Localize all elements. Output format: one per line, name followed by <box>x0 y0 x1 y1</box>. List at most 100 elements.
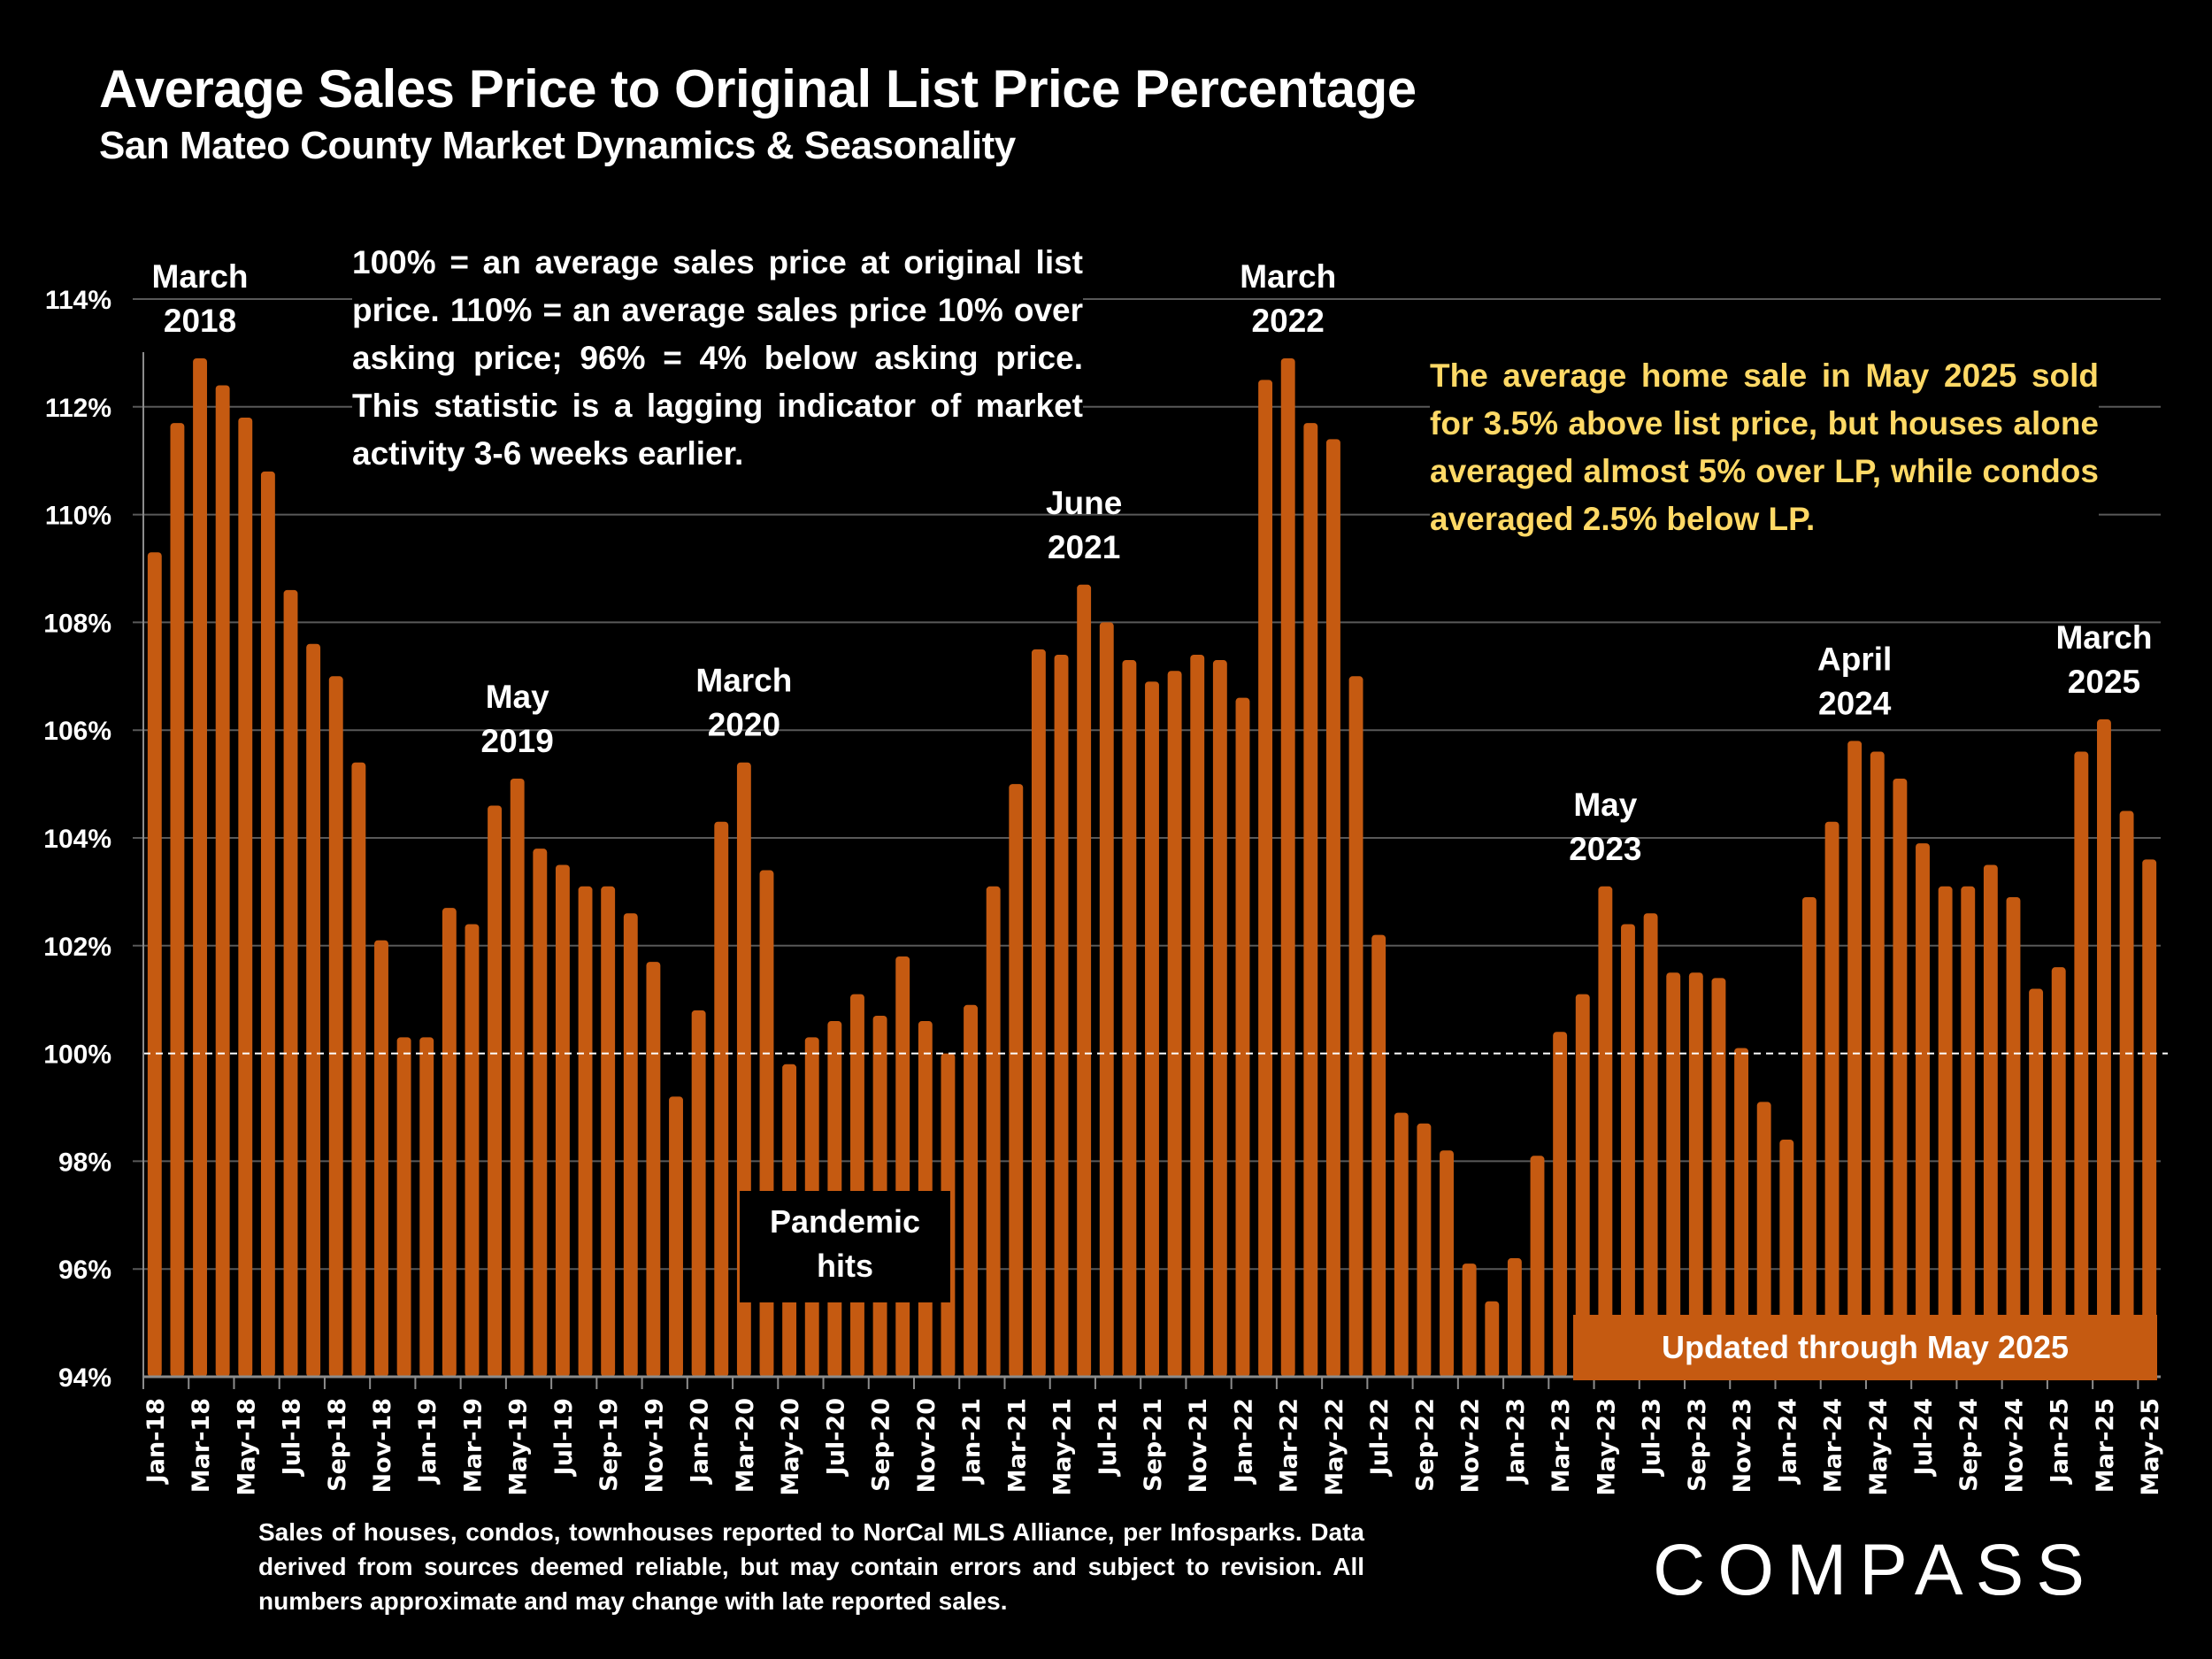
annotation-text: 2018 <box>164 303 236 339</box>
annotation-Mar-20: March 2020 <box>695 663 792 743</box>
x-tick-label: Nov-20 <box>913 1398 941 1494</box>
bar-Jul-23 <box>1643 913 1658 1377</box>
bar-Jan-21 <box>964 1004 978 1377</box>
annotation-text: May <box>486 679 549 715</box>
annotation-text: 2019 <box>481 723 554 759</box>
bar-Feb-24 <box>1801 896 1816 1377</box>
x-axis-ticks: Jan-18 Mar-18 May-18 Jul-18 Sep-18 Nov-18 Jan-… <box>142 1377 2164 1496</box>
annotation-Jun-21: June 2021 <box>1046 485 1122 565</box>
bar-May-23 <box>1598 886 1613 1377</box>
annotation-May-23: May 2023 <box>1569 787 1641 867</box>
bar-Apr-25 <box>2119 810 2134 1377</box>
bar-Apr-21 <box>1031 649 1046 1377</box>
bar-Jan-18 <box>147 552 162 1377</box>
x-tick-label: Jan-18 <box>142 1398 170 1485</box>
annotation-Mar-18: March 2018 <box>152 258 249 339</box>
bar-Aug-23 <box>1666 972 1681 1377</box>
bar-Jan-23 <box>1507 1258 1522 1377</box>
bar-Jun-24 <box>1893 779 1908 1377</box>
bars <box>147 357 2157 1378</box>
bar-Apr-24 <box>1847 741 1863 1377</box>
x-tick-label: Sep-20 <box>868 1398 895 1492</box>
bar-Jan-20 <box>691 1010 706 1377</box>
annotation-text: March <box>1240 258 1336 295</box>
x-tick-label: May-24 <box>1865 1398 1893 1496</box>
annotation-text: 2021 <box>1048 529 1120 565</box>
annotation-text: 2020 <box>708 707 780 743</box>
bar-Oct-24 <box>1983 864 1998 1377</box>
y-tick-label: 108% <box>43 609 111 638</box>
bar-Apr-22 <box>1303 423 1318 1377</box>
x-tick-label: Nov-18 <box>369 1398 396 1494</box>
bar-Sep-19 <box>601 886 616 1377</box>
x-tick-label: Jul-22 <box>1366 1398 1394 1477</box>
x-tick-label: Mar-25 <box>2092 1398 2119 1493</box>
bar-Jul-19 <box>555 864 570 1377</box>
bar-Jun-18 <box>260 471 275 1377</box>
x-tick-label: May-21 <box>1049 1398 1077 1496</box>
annotation-text: March <box>152 258 249 295</box>
bar-Feb-25 <box>2074 751 2089 1377</box>
pandemic-label: Pandemic hits <box>740 1191 950 1302</box>
x-tick-label: May-20 <box>777 1398 804 1496</box>
bar-Feb-23 <box>1530 1156 1545 1377</box>
x-tick-label: Sep-23 <box>1684 1398 1711 1492</box>
annotation-Mar-22: March 2022 <box>1240 258 1336 339</box>
x-tick-label: May-23 <box>1593 1398 1620 1496</box>
x-tick-label: Mar-24 <box>1820 1398 1847 1493</box>
x-tick-label: Jul-18 <box>279 1398 306 1477</box>
x-tick-label: Jan-19 <box>414 1398 442 1485</box>
bar-Feb-18 <box>170 423 185 1377</box>
bar-Oct-18 <box>351 762 366 1377</box>
x-tick-label: Jul-24 <box>1910 1398 1938 1477</box>
bar-Nov-22 <box>1462 1263 1477 1377</box>
x-tick-label: Sep-24 <box>1955 1398 1983 1492</box>
x-tick-label: Jan-24 <box>1774 1398 1801 1485</box>
bar-Oct-20 <box>895 956 910 1377</box>
bar-Aug-20 <box>850 994 864 1377</box>
x-tick-label: May-22 <box>1321 1398 1348 1496</box>
x-tick-label: Mar-23 <box>1548 1398 1575 1493</box>
bar-Apr-18 <box>215 385 230 1378</box>
x-tick-label: Nov-21 <box>1185 1398 1212 1494</box>
chart-title: Average Sales Price to Original List Pri… <box>99 59 1417 119</box>
bar-Aug-18 <box>306 643 321 1377</box>
bar-Jun-22 <box>1348 676 1363 1377</box>
bar-Nov-24 <box>2006 896 2021 1377</box>
bar-Feb-21 <box>986 886 1001 1377</box>
bar-Oct-22 <box>1440 1150 1454 1377</box>
x-tick-label: Mar-22 <box>1276 1398 1303 1493</box>
bar-May-18 <box>238 417 253 1378</box>
x-tick-label: Sep-18 <box>324 1398 351 1492</box>
x-tick-label: Sep-19 <box>595 1398 623 1492</box>
bar-Apr-19 <box>488 805 503 1377</box>
bar-Mar-22 <box>1280 357 1295 1377</box>
annotation-text: May <box>1573 787 1637 823</box>
bar-Dec-22 <box>1485 1301 1500 1377</box>
x-tick-label: Jan-21 <box>958 1398 986 1485</box>
bar-Jul-24 <box>1916 843 1930 1377</box>
bar-Dec-24 <box>2029 988 2044 1377</box>
x-tick-label: Jul-19 <box>550 1398 578 1477</box>
x-tick-label: Mar-18 <box>188 1398 215 1493</box>
bar-Sep-22 <box>1417 1123 1432 1377</box>
definition-note: 100% = an average sales price at origina… <box>352 239 1083 478</box>
bar-Nov-23 <box>1734 1048 1749 1377</box>
x-tick-label: Jan-20 <box>687 1398 714 1485</box>
x-tick-label: Nov-23 <box>1729 1398 1756 1494</box>
source-footnote: Sales of houses, condos, townhouses repo… <box>258 1518 1364 1615</box>
bar-Jan-25 <box>2051 967 2066 1377</box>
x-tick-label: Nov-22 <box>1457 1398 1485 1494</box>
x-tick-label: Jan-23 <box>1502 1398 1530 1485</box>
bar-Nov-19 <box>646 962 661 1377</box>
bar-Nov-18 <box>374 940 388 1377</box>
annotation-text: 2025 <box>2068 664 2140 700</box>
y-tick-label: 104% <box>43 825 111 854</box>
y-axis-ticks: 94% 96% 98% 100% 102% 104% 106% 108% 110% 112% 114… <box>43 286 111 1393</box>
x-tick-label: Nov-19 <box>641 1398 668 1494</box>
bar-Dec-23 <box>1756 1102 1771 1377</box>
bar-Mar-21 <box>1009 784 1024 1377</box>
bar-Jan-19 <box>419 1037 434 1377</box>
x-tick-label: May-19 <box>505 1398 533 1496</box>
